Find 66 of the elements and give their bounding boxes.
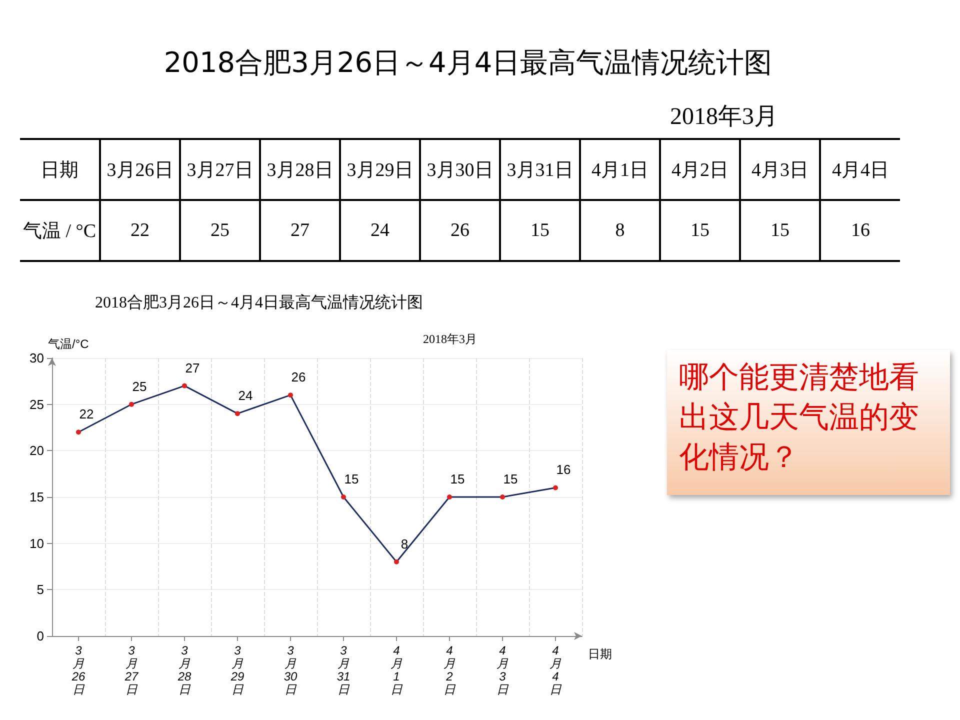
x-tick-label: 3月26日 [70, 644, 86, 696]
point [500, 494, 505, 500]
point [129, 402, 134, 407]
category-label: 4月1日 [580, 139, 660, 200]
category-label: 3月30日 [420, 139, 500, 200]
x-tick-label: 3月27日 [124, 644, 140, 696]
data-label: 15 [740, 200, 820, 261]
text: 2018合肥3月26日～4月4日最高气温情况统计图 [162, 45, 774, 81]
data-label: 15 [344, 472, 359, 486]
y-tick-label: 0 [36, 628, 44, 644]
data-label: 15 [500, 200, 580, 261]
point [553, 485, 558, 490]
data-label: 25 [180, 200, 260, 261]
text: 哪个能更清楚地看出这几天气温的变化情况？ [667, 350, 950, 495]
point [394, 559, 399, 564]
data-label: 15 [660, 200, 740, 261]
data-label: 15 [450, 472, 465, 486]
x-tick-label: 3月31日 [336, 644, 350, 696]
point [235, 411, 240, 416]
x-tick-label: 3月28日 [176, 644, 192, 696]
category-label: 4月4日 [820, 139, 900, 200]
data-label: 16 [820, 200, 900, 261]
data-label: 25 [132, 378, 147, 394]
data-label: 24 [340, 200, 420, 261]
point [447, 494, 452, 500]
data-label: 26 [420, 200, 500, 261]
data-label: 24 [238, 388, 253, 404]
data-label: 22 [100, 200, 180, 261]
category-label: 3月27日 [180, 139, 260, 200]
text: 2018年3月 [670, 103, 778, 132]
text: 气温 / °C [20, 200, 100, 261]
text: 日期 [20, 139, 100, 200]
category-label: 4月2日 [660, 139, 740, 200]
y-tick-label: 30 [30, 350, 44, 366]
x-tick-label: 4月4日 [550, 644, 562, 696]
category-label: 3月31日 [500, 139, 580, 200]
x-tick-label: 4月3日 [496, 644, 510, 696]
y-tick-label: 10 [30, 536, 44, 551]
x-tick-label: 4月2日 [444, 644, 456, 696]
x-tick-label: 4月1日 [390, 644, 404, 696]
data-label: 8 [400, 536, 408, 552]
data-label: 15 [503, 472, 518, 486]
y-axis-title: 气温/°C [48, 337, 90, 351]
category-label: 3月28日 [260, 139, 340, 200]
y-tick-label: 20 [30, 443, 44, 458]
point [341, 494, 346, 500]
data-label: 27 [260, 200, 340, 261]
chart-subtitle: 2018年3月 [423, 332, 477, 346]
y-tick-label: 5 [36, 582, 44, 598]
chart-title: 2018合肥3月26日～4月4日最高气温情况统计图 [95, 294, 423, 312]
category-label: 3月29日 [340, 139, 420, 200]
x-tick-label: 3月29日 [230, 644, 244, 696]
data-label: 8 [580, 200, 660, 261]
x-tick-label: 3月30日 [284, 644, 298, 696]
point [288, 392, 293, 398]
point [76, 430, 81, 435]
category-label: 4月3日 [740, 139, 820, 200]
data-label: 27 [185, 360, 200, 376]
data-label: 16 [556, 462, 571, 478]
y-tick-label: 15 [30, 490, 44, 504]
y-tick-label: 25 [30, 396, 44, 412]
point [182, 383, 187, 388]
data-label: 26 [291, 370, 306, 385]
data-label: 22 [79, 406, 94, 422]
category-label: 3月26日 [100, 139, 180, 200]
x-axis-title: 日期 [588, 647, 612, 661]
